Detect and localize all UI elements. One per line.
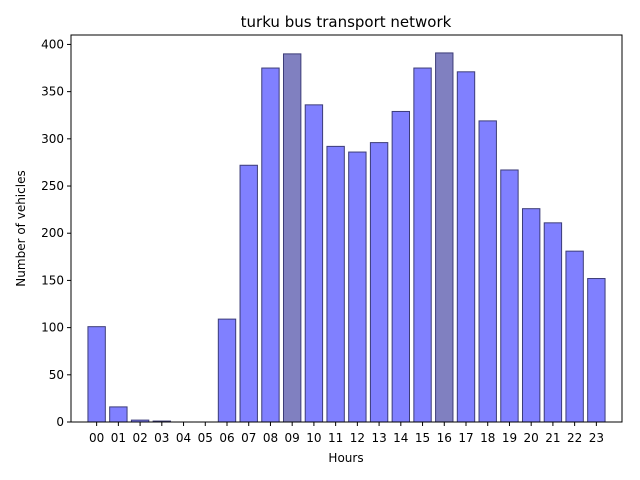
bar-06 bbox=[217, 318, 237, 423]
y-tick-label: 250 bbox=[41, 179, 64, 193]
x-tick-label: 22 bbox=[567, 431, 582, 445]
x-axis-label: Hours bbox=[328, 451, 363, 465]
x-tick-label: 02 bbox=[132, 431, 147, 445]
x-tick-label: 19 bbox=[502, 431, 517, 445]
bar-00 bbox=[87, 326, 106, 423]
x-tick-label: 18 bbox=[480, 431, 495, 445]
bar-12 bbox=[348, 151, 367, 423]
x-tick-label: 10 bbox=[306, 431, 321, 445]
y-tick-label: 100 bbox=[41, 321, 64, 335]
x-tick-label: 09 bbox=[285, 431, 300, 445]
bar-22 bbox=[565, 250, 584, 423]
x-tick-label: 23 bbox=[589, 431, 604, 445]
y-tick-label: 200 bbox=[41, 226, 64, 240]
bar-20 bbox=[521, 208, 541, 423]
x-tick-label: 21 bbox=[545, 431, 560, 445]
x-tick-label: 11 bbox=[328, 431, 343, 445]
chart-title: turku bus transport network bbox=[241, 13, 452, 31]
bar-13 bbox=[369, 142, 389, 423]
x-tick-label: 16 bbox=[437, 431, 452, 445]
x-tick-label: 20 bbox=[524, 431, 539, 445]
x-tick-label: 01 bbox=[111, 431, 126, 445]
x-tick-label: 12 bbox=[350, 431, 365, 445]
y-tick-label: 150 bbox=[41, 273, 64, 287]
bar-17 bbox=[456, 71, 476, 423]
x-tick-label: 07 bbox=[241, 431, 256, 445]
bar-09 bbox=[282, 53, 302, 423]
bar-01 bbox=[109, 406, 128, 423]
bar-07 bbox=[239, 164, 258, 423]
bars-layer bbox=[87, 52, 606, 423]
x-tick-label: 03 bbox=[154, 431, 169, 445]
y-axis-ticks: 0 50 100 150 200 250 300 350 400 bbox=[41, 37, 71, 429]
bar-14 bbox=[391, 110, 411, 423]
x-tick-label: 05 bbox=[198, 431, 213, 445]
x-tick-label: 17 bbox=[458, 431, 473, 445]
plot-frame bbox=[70, 34, 623, 423]
x-tick-label: 04 bbox=[176, 431, 191, 445]
y-axis-label: Number of vehicles bbox=[14, 170, 28, 286]
y-tick-label: 50 bbox=[49, 368, 64, 382]
bar-19 bbox=[500, 169, 519, 423]
y-tick-label: 400 bbox=[41, 37, 64, 51]
bar-10 bbox=[304, 104, 324, 423]
y-tick-label: 300 bbox=[41, 132, 64, 146]
x-tick-label: 13 bbox=[371, 431, 386, 445]
bar-11 bbox=[326, 145, 345, 423]
bar-16 bbox=[435, 52, 454, 423]
x-axis-ticks: 00 01 02 03 04 05 06 07 08 09 10 11 12 13 14 15 16 17 18 19… bbox=[89, 422, 604, 445]
x-tick-label: 08 bbox=[263, 431, 278, 445]
x-tick-label: 06 bbox=[219, 431, 234, 445]
x-tick-label: 00 bbox=[89, 431, 104, 445]
bar-18 bbox=[478, 120, 497, 423]
bar-15 bbox=[413, 67, 432, 423]
x-tick-label: 15 bbox=[415, 431, 430, 445]
x-tick-label: 14 bbox=[393, 431, 408, 445]
bar-23 bbox=[587, 278, 606, 423]
y-tick-label: 350 bbox=[41, 85, 64, 99]
bar-21 bbox=[543, 222, 563, 423]
bar-08 bbox=[261, 67, 280, 423]
y-tick-label: 0 bbox=[56, 415, 64, 429]
